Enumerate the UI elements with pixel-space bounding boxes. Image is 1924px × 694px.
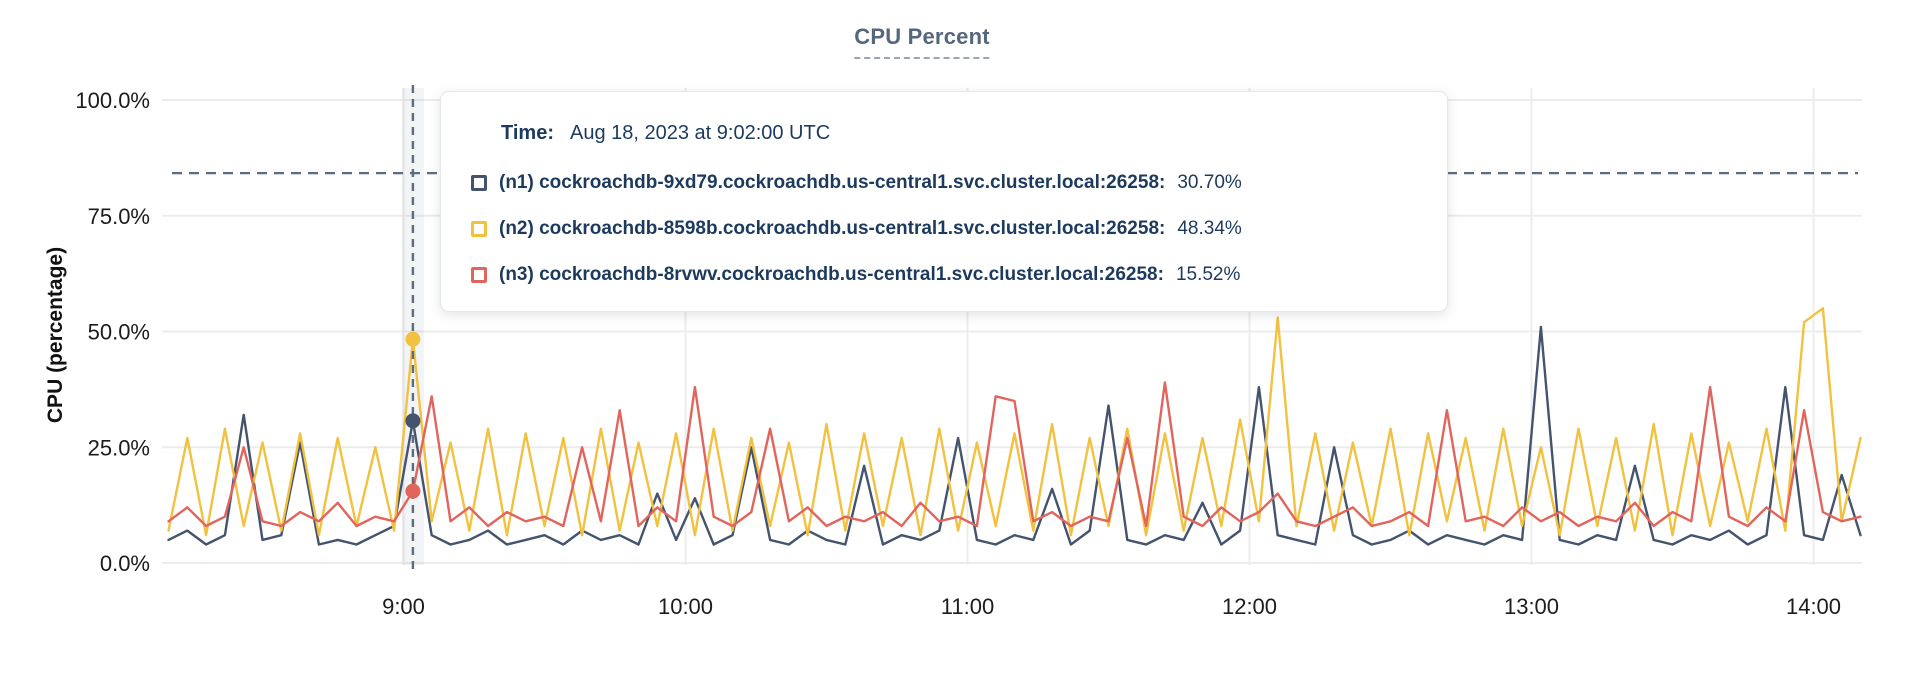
- tooltip-series-label-n3: (n3) cockroachdb-8rvwv.cockroachdb.us-ce…: [499, 264, 1164, 285]
- legend-swatch-n3: [471, 267, 487, 283]
- tooltip-series-value-n1: 30.70%: [1177, 172, 1242, 193]
- tooltip-row-n3: (n3) cockroachdb-8rvwv.cockroachdb.us-ce…: [471, 261, 1447, 289]
- hover-dot-n3: [405, 483, 421, 499]
- y-tick-label: 100.0%: [75, 88, 150, 113]
- tooltip-row-n2: (n2) cockroachdb-8598b.cockroachdb.us-ce…: [471, 215, 1447, 243]
- x-tick-label: 11:00: [941, 594, 994, 619]
- y-tick-label: 25.0%: [88, 435, 150, 460]
- x-tick-label: 10:00: [658, 594, 713, 619]
- x-tick-label: 9:00: [382, 594, 425, 619]
- legend-swatch-n2: [471, 221, 487, 237]
- tooltip-time-row: Time: Aug 18, 2023 at 9:02:00 UTC: [501, 122, 1447, 145]
- y-tick-label: 0.0%: [100, 551, 150, 576]
- chart-hover-tooltip: Time: Aug 18, 2023 at 9:02:00 UTC (n1) c…: [440, 91, 1448, 312]
- series-line-n1: [167, 325, 1862, 546]
- series-line-n2: [167, 307, 1862, 537]
- series-line-n3: [167, 381, 1862, 528]
- tooltip-time-value: Aug 18, 2023 at 9:02:00 UTC: [569, 122, 831, 144]
- hover-dot-n1: [405, 413, 421, 429]
- tooltip-time-label: Time:: [501, 122, 554, 144]
- tooltip-series-label-n1: (n1) cockroachdb-9xd79.cockroachdb.us-ce…: [499, 172, 1166, 193]
- legend-swatch-n1: [471, 175, 487, 191]
- tooltip-series-value-n3: 15.52%: [1175, 264, 1241, 285]
- x-tick-label: 14:00: [1786, 594, 1841, 619]
- y-tick-label: 75.0%: [88, 204, 150, 229]
- x-tick-label: 13:00: [1504, 594, 1559, 619]
- y-tick-label: 50.0%: [88, 320, 150, 345]
- tooltip-series-label-n2: (n2) cockroachdb-8598b.cockroachdb.us-ce…: [499, 218, 1166, 239]
- tooltip-row-n1: (n1) cockroachdb-9xd79.cockroachdb.us-ce…: [471, 169, 1447, 197]
- hover-dot-n2: [405, 331, 421, 347]
- chart-title[interactable]: CPU Percent: [854, 24, 990, 59]
- tooltip-series-value-n2: 48.34%: [1177, 218, 1242, 239]
- x-tick-label: 12:00: [1222, 594, 1277, 619]
